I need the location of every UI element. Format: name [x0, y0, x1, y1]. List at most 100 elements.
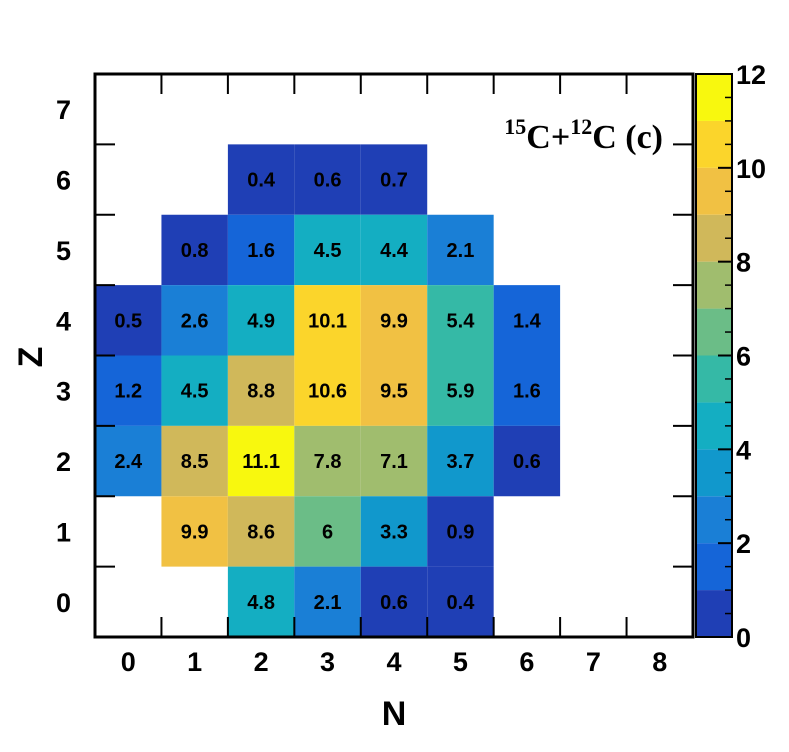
heatmap-cell — [161, 425, 228, 497]
cell-value-label: 0.6 — [380, 592, 408, 614]
cell-value-label: 5.9 — [447, 381, 475, 403]
heatmap-cell — [427, 355, 494, 426]
colorbar — [696, 74, 732, 637]
cell-value-label: 2.6 — [181, 310, 209, 332]
heatmap-cell — [360, 566, 428, 637]
colorbar-tick-label: 6 — [736, 342, 751, 372]
heatmap-cell — [294, 214, 361, 286]
heatmap-cell — [360, 214, 428, 286]
title-plus: + — [551, 119, 570, 156]
x-tick-label: 4 — [386, 647, 401, 677]
heatmap-cell — [360, 496, 428, 567]
cell-value-label: 4.5 — [181, 381, 209, 403]
cell-value-label: 2.1 — [314, 592, 342, 614]
heatmap-cell — [227, 496, 295, 567]
y-axis-title: Z — [12, 347, 50, 368]
heatmap-cell — [227, 214, 295, 286]
cell-value-label: 0.6 — [314, 170, 342, 192]
x-tick-label: 0 — [121, 647, 136, 677]
colorbar-tick-label: 0 — [736, 623, 751, 653]
heatmap-cell — [294, 496, 361, 567]
title-element-1: C — [526, 119, 551, 156]
cell-value-label: 0.9 — [447, 521, 475, 543]
heatmap-cell — [427, 214, 494, 286]
x-tick-label: 5 — [453, 647, 468, 677]
cell-value-label: 7.1 — [380, 451, 408, 473]
cell-value-label: 2.4 — [114, 451, 143, 473]
heatmap-cell — [294, 566, 361, 637]
x-tick-label: 2 — [254, 647, 269, 677]
cell-value-label: 10.6 — [308, 381, 347, 403]
cell-value-label: 8.5 — [181, 451, 209, 473]
heatmap-cell — [427, 566, 494, 637]
cell-value-label: 0.4 — [247, 170, 276, 192]
cell-value-label: 8.6 — [247, 521, 275, 543]
cell-value-label: 3.7 — [447, 451, 475, 473]
cell-value-label: 9.9 — [181, 521, 209, 543]
cell-value-label: 6 — [322, 521, 333, 543]
title-tag: (c) — [617, 119, 663, 156]
cell-value-label: 1.2 — [114, 381, 142, 403]
x-tick-label: 1 — [187, 647, 202, 677]
heatmap-cell — [161, 355, 228, 426]
heatmap-cell — [493, 355, 561, 426]
heatmap-cell — [427, 496, 494, 567]
colorbar-tick-label: 2 — [736, 529, 751, 559]
cell-value-label: 11.1 — [242, 451, 280, 473]
y-tick-label: 4 — [56, 306, 71, 336]
y-tick-label: 2 — [56, 447, 71, 477]
heatmap-cell — [95, 285, 162, 356]
title-mass-2: 12 — [570, 114, 592, 139]
heatmap-cell — [227, 355, 295, 426]
cell-value-label: 8.8 — [247, 381, 275, 403]
axis-ticks — [94, 73, 694, 638]
heatmap-cell — [161, 214, 228, 286]
heatmap-cell — [427, 425, 494, 497]
cell-value-label: 0.7 — [380, 170, 408, 192]
cell-value-label: 4.5 — [314, 240, 342, 262]
title-mass-1: 15 — [504, 114, 526, 139]
colorbar-ticks — [718, 73, 732, 638]
cell-value-label: 4.8 — [247, 592, 275, 614]
chart-title: 15C+12C (c) — [504, 114, 663, 156]
cell-value-label: 10.1 — [308, 310, 347, 332]
x-tick-label: 8 — [652, 647, 667, 677]
heatmap-cell — [294, 285, 361, 356]
heatmap-cell — [427, 285, 494, 356]
cell-value-label: 1.4 — [513, 310, 542, 332]
heatmap-cell — [227, 566, 295, 637]
cell-value-label: 4.4 — [380, 240, 409, 262]
heatmap-cell — [161, 285, 228, 356]
colorbar-tick-label: 4 — [736, 435, 751, 465]
heatmap-cell — [360, 144, 428, 215]
heatmap-cell — [493, 425, 561, 497]
heatmap-cell — [95, 355, 162, 426]
cell-value-label: 1.6 — [513, 381, 541, 403]
heatmap-cell — [294, 144, 361, 215]
heatmap-cell — [360, 355, 428, 426]
heatmap-cell — [294, 355, 361, 426]
heatmap-cell — [360, 425, 428, 497]
heatmap-cell-labels: 0.4 0.6 0.7 0.8 1.6 4.5 4.4 2.1 0.5 2.6 4.9 10.1 9.9… — [114, 170, 541, 614]
heatmap-cell — [227, 285, 295, 356]
colorbar-tick-label: 12 — [736, 60, 766, 90]
y-tick-label: 1 — [56, 517, 71, 547]
colorbar-tick-label: 10 — [736, 154, 766, 184]
cell-value-label: 0.6 — [513, 451, 541, 473]
y-tick-label: 6 — [56, 166, 71, 196]
cell-value-label: 5.4 — [447, 310, 476, 332]
heatmap-cell — [360, 285, 428, 356]
cell-value-label: 9.5 — [380, 381, 408, 403]
y-tick-label: 7 — [56, 95, 71, 125]
x-axis-title: N — [382, 695, 407, 733]
cell-value-label: 0.5 — [114, 310, 142, 332]
colorbar-tick-labels: 0 2 4 6 8 10 12 — [736, 60, 766, 653]
heatmap-cell — [161, 496, 228, 567]
cell-value-label: 1.6 — [247, 240, 275, 262]
title-element-2: C — [592, 119, 617, 156]
cell-value-label: 9.9 — [380, 310, 408, 332]
cell-value-label: 7.8 — [314, 451, 342, 473]
y-tick-label: 0 — [56, 588, 71, 618]
